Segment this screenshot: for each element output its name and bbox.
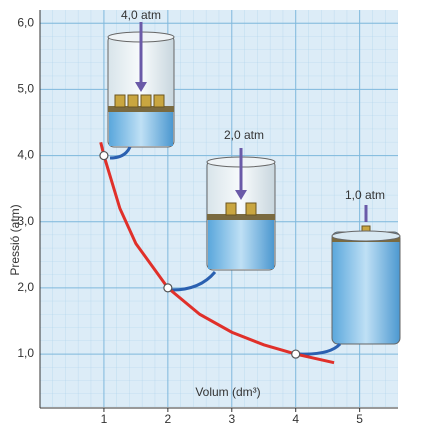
page: {"chart_data": { "type": "line", "x_labe… (0, 0, 431, 427)
chart: Volum (dm³) Pressió (atm) 1,02,03,04,05,… (0, 0, 431, 427)
y-tick-label: 2,0 (17, 280, 34, 294)
data-point (292, 350, 300, 358)
y-tick-label: 6,0 (17, 15, 34, 29)
x-tick-label: 5 (356, 412, 363, 426)
x-tick-label: 4 (292, 412, 299, 426)
annotation: 1,0 atm (345, 188, 385, 202)
y-tick-label: 4,0 (17, 148, 34, 162)
annotation: 2,0 atm (224, 128, 264, 142)
x-tick-label: 2 (165, 412, 172, 426)
annotation: 4,0 atm (121, 8, 161, 22)
cylinder (108, 22, 174, 158)
x-tick-label: 3 (228, 412, 235, 426)
x-tick-label: 1 (101, 412, 108, 426)
x-axis-label: Volum (dm³) (195, 385, 260, 399)
data-point (164, 284, 172, 292)
y-tick-label: 5,0 (17, 82, 34, 96)
y-tick-label: 1,0 (17, 346, 34, 360)
data-point (100, 152, 108, 160)
y-tick-label: 3,0 (17, 214, 34, 228)
